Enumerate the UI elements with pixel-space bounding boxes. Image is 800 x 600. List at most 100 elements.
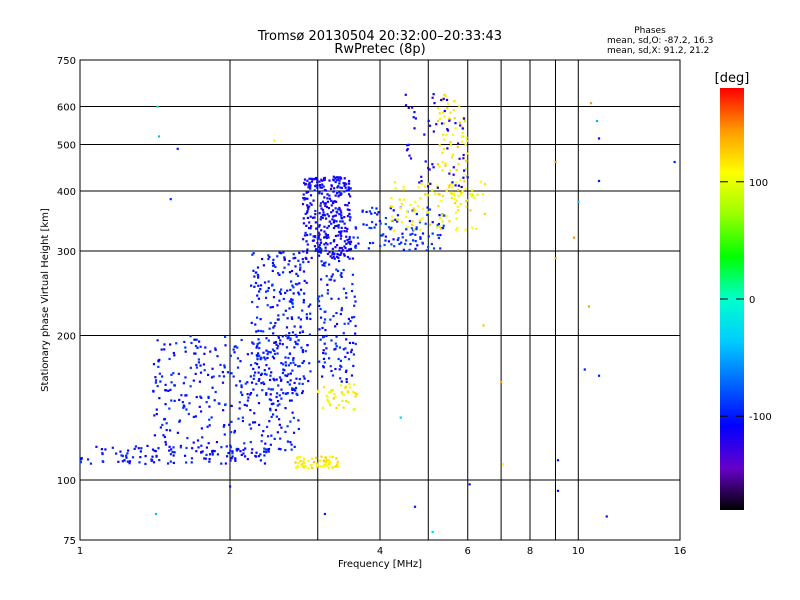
data-point	[432, 93, 435, 96]
data-point	[345, 230, 348, 233]
data-point	[249, 284, 253, 287]
data-point	[225, 455, 229, 458]
data-point	[577, 200, 580, 203]
data-point	[316, 390, 320, 394]
data-point	[416, 204, 420, 208]
data-point	[324, 232, 327, 235]
data-point	[178, 419, 182, 422]
data-point	[338, 230, 341, 234]
data-point	[332, 397, 335, 400]
data-point	[305, 317, 309, 320]
data-point	[332, 175, 335, 178]
data-point	[335, 192, 339, 195]
data-point	[302, 360, 306, 363]
data-point	[282, 368, 285, 371]
x-axis-label: Frequency [MHz]	[338, 559, 422, 570]
data-point	[257, 402, 261, 405]
data-point	[157, 135, 161, 138]
data-point	[391, 205, 394, 208]
data-point	[326, 395, 329, 398]
data-point	[290, 269, 294, 273]
data-point	[256, 305, 259, 309]
data-point	[278, 299, 281, 302]
data-point	[224, 462, 227, 465]
data-point	[329, 255, 332, 258]
data-point	[89, 462, 93, 465]
data-point	[230, 457, 233, 460]
data-point	[294, 333, 297, 337]
data-point	[269, 407, 272, 410]
data-point	[272, 332, 275, 335]
data-point	[335, 457, 338, 460]
data-point	[374, 223, 378, 226]
data-point	[315, 184, 318, 187]
data-point	[316, 464, 319, 467]
data-point	[293, 325, 296, 328]
data-point	[279, 292, 282, 295]
data-point	[283, 266, 286, 269]
data-point	[150, 458, 154, 462]
data-point	[348, 179, 351, 183]
data-point	[304, 256, 307, 260]
data-point	[314, 235, 317, 238]
data-point	[324, 202, 327, 205]
data-point	[262, 330, 265, 333]
data-point	[276, 255, 279, 258]
data-point	[324, 246, 327, 249]
data-point	[344, 203, 347, 207]
data-point	[310, 203, 313, 206]
y-tick-label: 300	[57, 247, 76, 258]
data-point	[299, 263, 302, 266]
data-point	[324, 189, 328, 192]
data-point	[265, 373, 268, 376]
data-point	[111, 446, 114, 449]
data-point	[353, 408, 356, 411]
data-point	[277, 384, 280, 387]
data-point	[335, 176, 338, 179]
data-point	[451, 193, 454, 196]
data-point	[390, 226, 393, 229]
data-point	[451, 153, 455, 156]
data-point	[406, 147, 409, 151]
data-point	[194, 352, 197, 355]
x-tick-label: 16	[674, 546, 687, 557]
data-point	[344, 186, 347, 189]
data-point	[345, 235, 348, 238]
data-point	[369, 241, 372, 245]
data-point	[339, 274, 342, 277]
data-point	[338, 191, 341, 194]
data-point	[304, 466, 307, 469]
data-point	[193, 352, 196, 355]
data-point	[435, 123, 438, 126]
data-point	[291, 387, 294, 390]
data-point	[208, 460, 211, 463]
data-point	[295, 335, 298, 338]
data-point	[436, 107, 440, 110]
data-point	[169, 198, 172, 201]
data-point	[283, 258, 287, 261]
data-point	[331, 374, 335, 377]
data-point	[317, 245, 320, 249]
data-point	[301, 309, 304, 312]
colorbar-tick-label: -100	[749, 412, 772, 423]
data-point	[324, 463, 327, 466]
data-point	[298, 365, 301, 368]
data-point	[340, 391, 343, 394]
colorbar-label: [deg]	[715, 71, 750, 86]
data-point	[267, 280, 270, 283]
data-point	[302, 222, 306, 225]
data-point	[348, 382, 351, 386]
data-point	[290, 316, 293, 319]
data-point	[266, 435, 270, 438]
data-point	[433, 192, 436, 195]
data-point	[401, 232, 404, 235]
data-point	[243, 455, 247, 458]
data-point	[454, 202, 457, 205]
data-point	[465, 205, 468, 208]
data-point	[352, 364, 355, 368]
data-point	[339, 312, 342, 316]
data-point	[329, 365, 332, 368]
data-point	[299, 325, 302, 328]
data-point	[445, 98, 449, 102]
data-point	[454, 122, 457, 125]
